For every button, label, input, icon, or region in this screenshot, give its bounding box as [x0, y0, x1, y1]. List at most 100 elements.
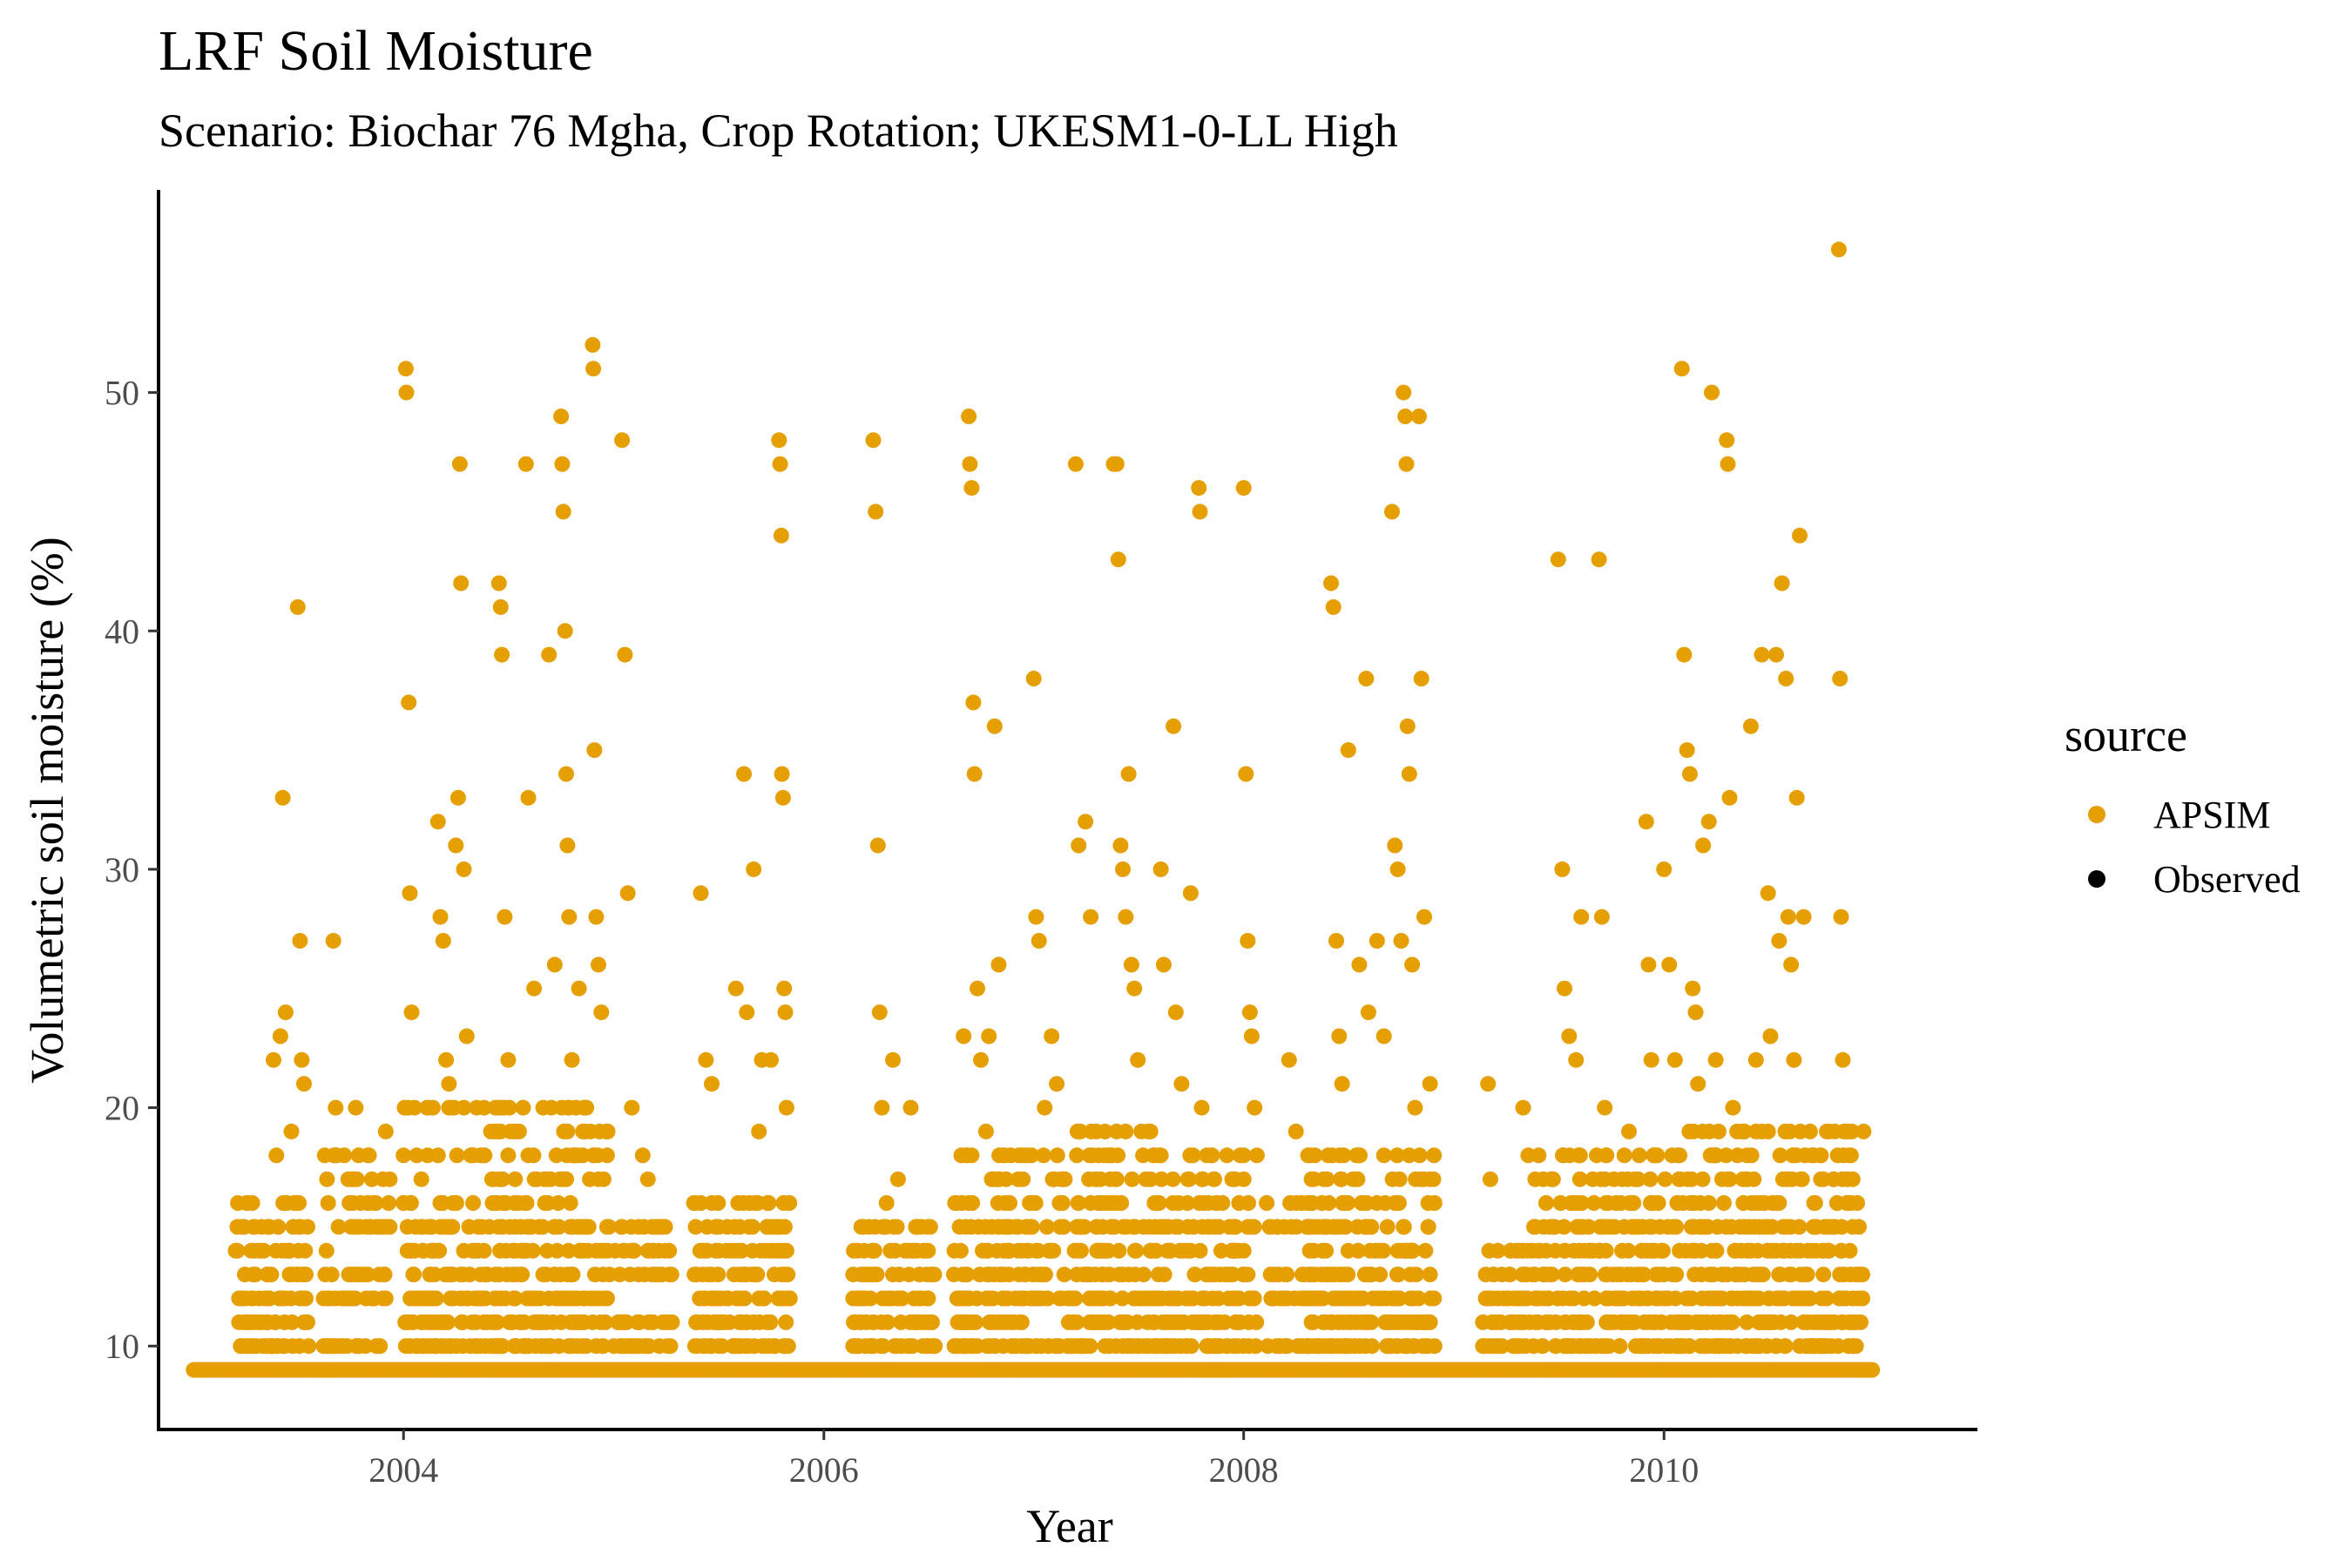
data-point [1686, 1195, 1702, 1211]
data-point [476, 1290, 493, 1307]
data-point [1560, 1338, 1576, 1355]
data-point [1235, 1171, 1252, 1187]
data-point [1363, 1219, 1380, 1235]
data-point [381, 1195, 397, 1211]
data-point [1842, 1242, 1858, 1259]
data-point [564, 1267, 581, 1283]
data-point [1130, 1051, 1146, 1068]
data-point [1360, 1004, 1376, 1021]
data-point [293, 1219, 309, 1235]
data-point [397, 361, 414, 377]
data-point [492, 1290, 509, 1307]
data-point [763, 1051, 779, 1068]
data-point [1162, 1242, 1179, 1259]
data-point [767, 1267, 782, 1283]
data-point [878, 1195, 895, 1211]
data-point [1079, 1267, 1096, 1283]
data-point [1056, 1267, 1072, 1283]
data-point [1426, 1147, 1443, 1164]
data-point [1541, 1267, 1558, 1283]
data-point [1792, 1123, 1808, 1139]
data-point [514, 1267, 531, 1283]
data-point [1503, 1242, 1518, 1259]
data-point [494, 646, 510, 663]
data-point [494, 1219, 510, 1235]
data-point [301, 1338, 317, 1355]
data-point [1219, 1147, 1235, 1164]
data-point [454, 1314, 470, 1330]
data-point [399, 1242, 416, 1259]
data-point [554, 456, 571, 472]
data-point [593, 1004, 610, 1021]
data-point [774, 766, 790, 782]
data-point [443, 1219, 459, 1235]
y-tick-label: 40 [105, 612, 139, 651]
data-point [1720, 456, 1736, 472]
data-point [1223, 1242, 1240, 1259]
data-point [1182, 885, 1199, 902]
data-point [1229, 1314, 1246, 1330]
data-point [1247, 1338, 1264, 1355]
data-point [698, 1338, 714, 1355]
data-point [1238, 766, 1254, 782]
data-point [718, 1290, 734, 1307]
data-point [920, 1290, 936, 1307]
data-point [1580, 1219, 1597, 1235]
data-point [858, 1267, 874, 1283]
legend-label-observed: Observed [2153, 858, 2301, 901]
data-point [1685, 980, 1701, 997]
data-point [1384, 504, 1400, 520]
data-point [631, 1314, 647, 1330]
data-point [382, 1171, 398, 1187]
data-point [231, 1290, 247, 1307]
data-point [1126, 1267, 1143, 1283]
data-point [1186, 1267, 1203, 1283]
data-point [861, 1219, 877, 1235]
data-point [736, 1290, 753, 1307]
data-point [267, 1314, 283, 1330]
data-point [1652, 1219, 1668, 1235]
data-point [1693, 1338, 1709, 1355]
data-point [1490, 1242, 1506, 1259]
data-point [963, 480, 980, 497]
data-point [1774, 575, 1790, 591]
data-point [1530, 1242, 1546, 1259]
data-point [990, 1195, 1006, 1211]
data-point [1241, 1004, 1258, 1021]
data-point [1135, 1147, 1152, 1164]
data-point [1399, 1338, 1416, 1355]
data-point [1768, 646, 1784, 663]
data-point [991, 1314, 1008, 1330]
data-point [981, 1290, 997, 1307]
data-point [1562, 1290, 1578, 1307]
data-point [1793, 1267, 1809, 1283]
data-point [1220, 1267, 1236, 1283]
data-point [658, 1314, 674, 1330]
data-point [1124, 1171, 1140, 1187]
data-point [292, 933, 308, 949]
data-point [418, 1290, 435, 1307]
data-point [1784, 1171, 1801, 1187]
data-point [1243, 1028, 1260, 1044]
data-point [1661, 956, 1678, 973]
data-point [1152, 861, 1169, 877]
data-point [585, 1147, 602, 1164]
data-point [1193, 1099, 1210, 1116]
data-point [1390, 1267, 1407, 1283]
data-point [1389, 1290, 1405, 1307]
data-point [1049, 1076, 1065, 1092]
data-point [721, 1314, 738, 1330]
data-point [774, 789, 791, 806]
x-tick-label: 2008 [1209, 1450, 1279, 1490]
legend-key-apsim [2088, 806, 2105, 823]
data-point [286, 1195, 302, 1211]
data-point [1325, 598, 1342, 615]
data-point [1398, 456, 1415, 472]
data-point [375, 1290, 391, 1307]
data-point [237, 1314, 253, 1330]
data-point [553, 1099, 570, 1116]
data-point [1606, 1219, 1623, 1235]
data-point [1306, 1242, 1322, 1259]
data-point [1031, 1242, 1046, 1259]
data-point [966, 766, 983, 782]
